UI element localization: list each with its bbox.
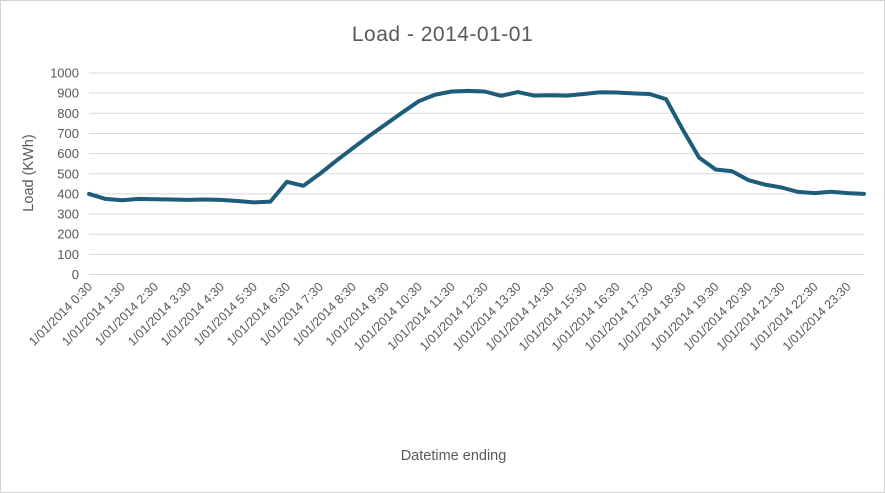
chart-title: Load - 2014-01-01 xyxy=(351,23,534,46)
y-tick-label: 900 xyxy=(57,86,79,101)
y-tick-label: 1000 xyxy=(50,66,79,81)
y-tick-label: 800 xyxy=(57,106,79,121)
y-tick-label: 300 xyxy=(57,207,79,222)
load-series-line xyxy=(87,88,866,205)
y-tick-label: 200 xyxy=(57,227,79,242)
x-axis-title: Datetime ending xyxy=(400,448,507,464)
y-tick-label: 700 xyxy=(57,126,79,141)
y-tick-label: 500 xyxy=(57,166,79,181)
y-tick-label: 400 xyxy=(57,186,79,201)
y-tick-label: 0 xyxy=(72,267,79,282)
y-tick-label: 100 xyxy=(57,247,79,262)
y-tick-label: 600 xyxy=(57,146,79,161)
